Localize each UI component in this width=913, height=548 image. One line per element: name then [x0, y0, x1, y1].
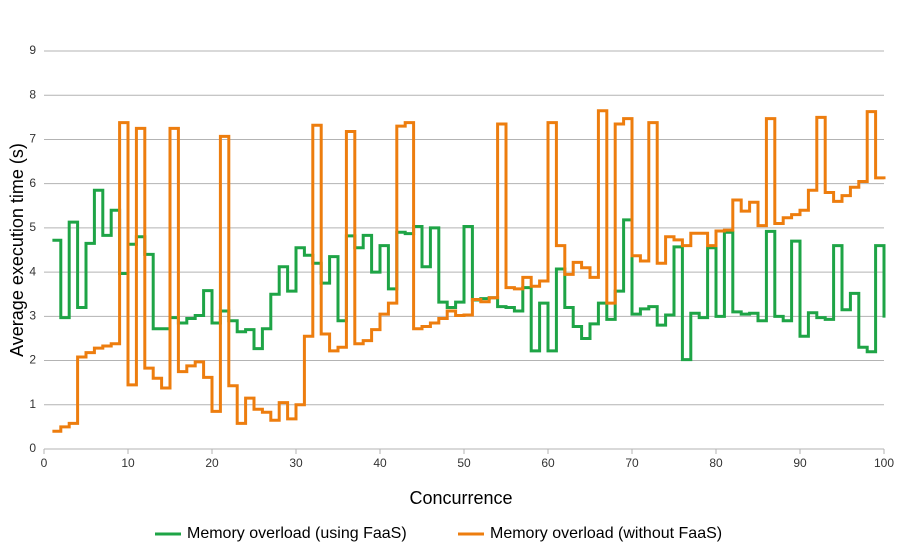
x-tick-label: 90	[793, 456, 807, 470]
y-tick-label: 4	[29, 264, 36, 278]
series-line	[52, 188, 886, 362]
x-tick-label: 50	[457, 456, 471, 470]
series-line	[52, 109, 886, 433]
x-tick-label: 20	[205, 456, 219, 470]
y-tick-label: 3	[29, 309, 36, 323]
x-tick-label: 0	[41, 456, 48, 470]
x-axis-label: Concurrence	[409, 488, 512, 508]
x-tick-label: 70	[625, 456, 639, 470]
x-tick-label: 60	[541, 456, 555, 470]
y-tick-label: 8	[29, 87, 36, 101]
x-tick-label: 80	[709, 456, 723, 470]
x-tick-label: 40	[373, 456, 387, 470]
y-tick-label: 6	[29, 176, 36, 190]
x-tick-label: 30	[289, 456, 303, 470]
legend-label: Memory overload (without FaaS)	[490, 525, 722, 542]
x-tick-label: 10	[121, 456, 135, 470]
y-tick-label: 2	[29, 353, 36, 367]
x-tick-label: 100	[874, 456, 894, 470]
y-tick-label: 9	[29, 43, 36, 57]
y-axis-label: Average execution time (s)	[7, 143, 27, 357]
y-tick-label: 0	[29, 441, 36, 455]
legend-label: Memory overload (using FaaS)	[187, 525, 407, 542]
y-tick-label: 5	[29, 220, 36, 234]
y-tick-label: 1	[29, 397, 36, 411]
y-tick-label: 7	[29, 132, 36, 146]
